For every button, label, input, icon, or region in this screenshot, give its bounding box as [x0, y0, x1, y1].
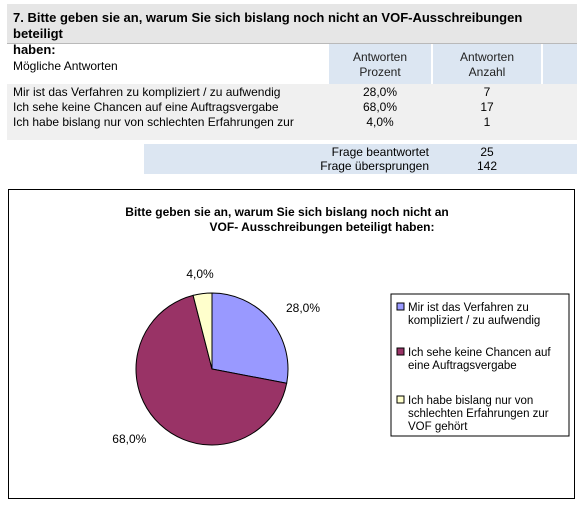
header-percent-column: Antworten Prozent: [329, 44, 431, 84]
legend-swatch-1: [396, 302, 405, 311]
answer-percent: 28,0%: [362, 85, 398, 99]
pie-slice-labels: 28,0% 68,0% 4,0%: [112, 267, 320, 446]
legend-label-2: eine Auftragsvergabe: [408, 360, 517, 372]
response-stats: Frage beantwortet 25 Frage übersprungen …: [144, 144, 577, 174]
table-header: Mögliche Antworten Antworten Prozent Ant…: [7, 44, 577, 84]
answer-percent: 68,0%: [362, 100, 398, 114]
legend-swatch-3: [396, 395, 405, 404]
legend-label-3: schlechten Erfahrungen zur: [408, 408, 549, 420]
skipped-label: Frage übersprungen: [320, 159, 429, 173]
pie-slices: [135, 292, 289, 446]
stats-row-answered: Frage beantwortet 25: [144, 145, 577, 160]
pie-slice-label-1: 28,0%: [286, 301, 320, 315]
legend-box: [390, 293, 570, 437]
header-count-line2: Anzahl: [468, 65, 506, 79]
pie-chart: Bitte geben sie an, warum Sie sich bisla…: [112, 205, 570, 446]
answer-text: Mir ist das Verfahren zu kompliziert / z…: [13, 85, 281, 99]
pie-chart-panel: Bitte geben sie an, warum Sie sich bisla…: [8, 189, 575, 499]
question-title: 7. Bitte geben sie an, warum Sie sich bi…: [7, 4, 577, 57]
legend-label-3: VOF gehört: [408, 421, 468, 433]
pie-slice-1: [211, 292, 289, 384]
legend-label-2: Ich sehe keine Chancen auf: [408, 347, 551, 359]
answered-label: Frage beantwortet: [331, 145, 429, 159]
answer-count: 1: [483, 115, 491, 129]
chart-title-line2: VOF- Ausschreibungen beteiligt haben:: [210, 220, 435, 234]
legend-label-3: Ich habe bislang nur von: [408, 395, 533, 407]
table-row: Mir ist das Verfahren zu kompliziert / z…: [7, 85, 577, 100]
legend-label-1: kompliziert / zu aufwendig: [408, 315, 540, 327]
answer-text: Ich sehe keine Chancen auf eine Auftrags…: [13, 100, 279, 114]
pie-slice-label-3: 4,0%: [186, 267, 214, 281]
answer-rows: Mir ist das Verfahren zu kompliziert / z…: [7, 84, 577, 140]
pie-slice-label-2: 68,0%: [112, 432, 146, 446]
header-count-line1: Antworten: [459, 50, 515, 64]
table-row: Ich sehe keine Chancen auf eine Auftrags…: [7, 100, 577, 115]
legend-label-1: Mir ist das Verfahren zu: [408, 302, 529, 314]
answer-count: 17: [480, 100, 494, 114]
header-count-column: Antworten Anzahl: [433, 44, 541, 84]
header-percent-line2: Prozent: [359, 65, 401, 79]
header-answers-label: Mögliche Antworten: [13, 59, 118, 73]
answer-text: Ich habe bislang nur von schlechten Erfa…: [13, 115, 294, 129]
header-percent-line1: Antworten: [352, 50, 408, 64]
table-row: Ich habe bislang nur von schlechten Erfa…: [7, 115, 577, 130]
answer-percent: 4,0%: [366, 115, 394, 129]
header-spacer-column: [543, 44, 577, 84]
chart-title-line1: Bitte geben sie an, warum Sie sich bisla…: [125, 205, 448, 219]
skipped-value: 142: [476, 159, 498, 173]
legend-swatch-2: [396, 347, 405, 356]
question-title-line2: haben:: [13, 42, 56, 57]
pie-slice-3: [192, 292, 213, 370]
pie-slice-2: [135, 294, 288, 446]
survey-results: 7. Bitte geben sie an, warum Sie sich bi…: [7, 4, 577, 174]
answered-value: 25: [480, 145, 494, 159]
stats-row-skipped: Frage übersprungen 142: [144, 159, 577, 174]
answer-count: 7: [483, 85, 491, 99]
question-title-line1: 7. Bitte geben sie an, warum Sie sich bi…: [13, 10, 523, 41]
